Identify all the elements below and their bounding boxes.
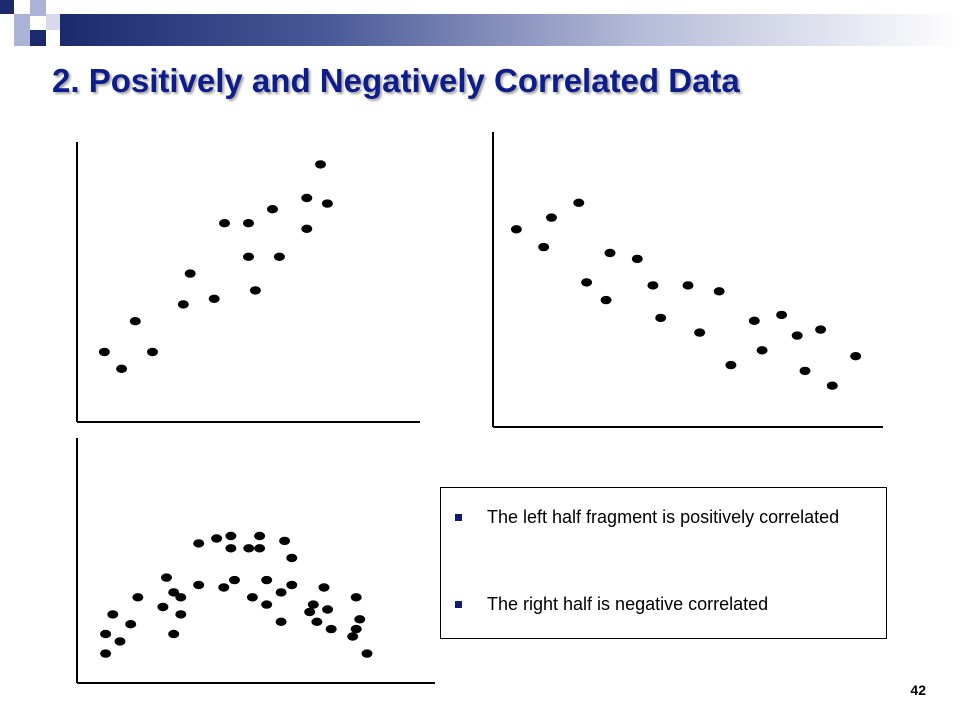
scatter-point — [600, 295, 612, 305]
scatter-point — [107, 610, 119, 619]
scatter-point — [350, 593, 362, 602]
scatter-point — [275, 617, 287, 626]
scatter-point — [826, 381, 838, 390]
scatter-point — [249, 286, 261, 295]
scatter-point — [631, 254, 643, 264]
scatter-point — [243, 252, 254, 261]
decor-square — [30, 30, 46, 46]
scatter-point — [301, 224, 313, 233]
scatter-point — [301, 193, 313, 203]
scatter-point — [218, 583, 230, 592]
scatter-point — [347, 632, 359, 641]
scatter-point — [175, 593, 187, 602]
scatter-point — [98, 347, 110, 357]
scatter-point — [311, 617, 323, 626]
scatter-point — [581, 278, 593, 287]
scatter-point — [225, 544, 237, 553]
scatter-point — [246, 593, 258, 602]
scatter-point — [132, 593, 144, 602]
scatter-point — [799, 366, 811, 376]
scatter-point — [315, 160, 326, 169]
bullet-square-icon — [455, 601, 462, 608]
scatter-point — [322, 605, 334, 614]
bullet-square-icon — [455, 514, 462, 521]
scatter-point — [261, 575, 273, 585]
decor-square — [0, 0, 14, 14]
scatter-point — [286, 580, 298, 590]
scatter-point — [286, 553, 298, 563]
slide-title: 2. Positively and Negatively Correlated … — [52, 62, 740, 99]
scatter-point — [318, 583, 330, 592]
scatter-point — [193, 580, 205, 590]
scatter-point — [177, 300, 189, 309]
scatter-point — [325, 624, 337, 634]
scatter-point — [114, 637, 126, 646]
scatter-point — [776, 310, 788, 320]
scatter-point — [243, 544, 255, 553]
scatter-point — [354, 615, 366, 624]
scatter-point — [350, 624, 362, 634]
scatter-point — [157, 602, 169, 612]
negative-scatter — [492, 132, 883, 428]
scatter-point — [538, 242, 550, 252]
scatter-point — [791, 331, 803, 340]
scatter-point — [694, 328, 706, 337]
scatter-point — [254, 531, 266, 541]
scatter-point — [850, 352, 862, 361]
bullet-text-negative: The right half is negative correlated — [487, 594, 769, 614]
scatter-point — [243, 219, 254, 228]
scatter-point — [184, 269, 196, 278]
scatter-point — [713, 287, 725, 296]
scatter-point — [161, 573, 172, 582]
scatter-point — [748, 316, 760, 325]
scatter-point — [168, 588, 180, 597]
scatter-point — [147, 347, 158, 357]
positive-scatter — [76, 142, 420, 423]
scatter-point — [647, 281, 659, 290]
scatter-point — [510, 225, 522, 234]
scatter-point — [225, 531, 237, 541]
scatter-point — [211, 534, 223, 543]
decor-square — [46, 14, 60, 30]
decor-square — [14, 14, 30, 30]
scatter-point — [193, 539, 205, 548]
decor-square — [14, 30, 30, 46]
scatter-point — [100, 629, 112, 639]
scatter-point — [273, 252, 285, 261]
scatter-point — [756, 346, 768, 355]
scatter-point — [546, 213, 557, 222]
scatter-point — [304, 607, 316, 617]
scatter-point — [125, 620, 137, 629]
scatter-point — [682, 281, 694, 290]
scatter-point — [254, 544, 266, 553]
scatter-point — [275, 588, 287, 597]
decor-square — [30, 0, 46, 16]
scatter-point — [321, 199, 333, 208]
scatter-point — [219, 219, 230, 228]
scatter-point — [815, 325, 827, 334]
curved-scatter — [76, 438, 435, 684]
scatter-point — [725, 360, 737, 370]
scatter-point — [261, 600, 273, 609]
scatter-point — [208, 294, 220, 303]
scatter-point — [307, 600, 319, 609]
scatter-point — [655, 313, 667, 323]
scatter-point — [279, 536, 291, 546]
scatter-point — [229, 575, 240, 585]
scatter-point — [129, 317, 141, 326]
page-number: 42 — [910, 682, 926, 698]
scatter-point — [604, 248, 616, 258]
scatter-point — [573, 198, 585, 207]
scatter-point — [361, 649, 373, 658]
bullet-text-positive: The left half fragment is positively cor… — [487, 507, 840, 527]
scatter-point — [267, 205, 278, 214]
scatter-point — [175, 610, 187, 619]
scatter-point — [116, 364, 128, 373]
header-gradient-bar — [60, 14, 960, 46]
scatter-point — [100, 649, 112, 658]
explanation-box: The left half fragment is positively cor… — [440, 487, 887, 639]
scatter-point — [168, 629, 180, 639]
